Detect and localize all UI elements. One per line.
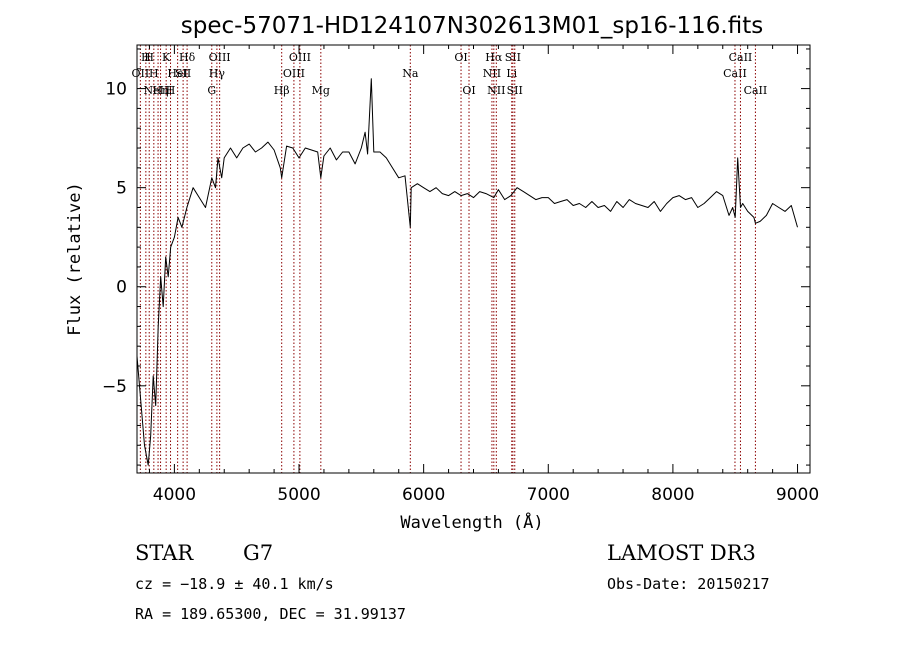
x-tick-label: 5000 xyxy=(277,485,320,505)
spectral-line-label: OII xyxy=(132,67,150,80)
spectral-line-label: Hγ xyxy=(209,67,226,80)
y-tick-label: −5 xyxy=(102,377,127,397)
spectral-line-label: NII xyxy=(483,67,501,80)
spectral-line-label: SII xyxy=(507,84,523,97)
spectral-line-label: K xyxy=(162,51,171,64)
spectral-line-label: NII xyxy=(487,84,505,97)
spectral-line-label: Li xyxy=(506,67,517,80)
spectral-line-label: Mg xyxy=(312,84,330,97)
spectral-line-label: Hα xyxy=(485,51,503,64)
spectral-line-label: CaII xyxy=(744,84,768,97)
spectral-line-label: OIII xyxy=(283,67,305,80)
spectral-line-label: CaII xyxy=(723,67,747,80)
y-tick-label: 0 xyxy=(116,278,127,298)
emission-line-markers: OIIHHHNeIIIHηKHHeISIIHδGHγOIIIHβOIIIOIII… xyxy=(132,45,768,473)
spectral-line-label: G xyxy=(207,84,216,97)
spectral-line-label: OI xyxy=(454,51,467,64)
x-tick-label: 9000 xyxy=(776,485,819,505)
spectral-line-label: CaII xyxy=(729,51,753,64)
sky-coordinates: RA = 189.65300, DEC = 31.99137 xyxy=(135,605,406,623)
object-class: STAR xyxy=(135,541,194,565)
spectral-line-label: SII xyxy=(175,67,191,80)
spectral-line-label: Hη xyxy=(152,84,168,97)
survey-name: LAMOST DR3 xyxy=(607,541,756,565)
x-tick-label: 8000 xyxy=(651,485,694,505)
spectral-line-label: H xyxy=(149,67,159,80)
spectral-line-label: Hδ xyxy=(179,51,196,64)
redshift-cz: cz = −18.9 ± 40.1 km/s xyxy=(135,575,334,593)
x-tick-label: 4000 xyxy=(153,485,196,505)
plot-frame xyxy=(136,44,811,474)
y-tick-label: 5 xyxy=(116,179,127,199)
x-tick-label: 6000 xyxy=(402,485,445,505)
spectral-line-label: OIII xyxy=(289,51,311,64)
axis-ticks: 4000 5000 6000 7000 8000 9000 −5 0 5 10 xyxy=(102,45,819,505)
spectral-line-label: OIII xyxy=(209,51,231,64)
spectral-line-label: Na xyxy=(402,67,419,80)
spectral-line-label: NeIII xyxy=(143,84,172,97)
y-tick-label: 10 xyxy=(105,80,127,100)
observation-date: Obs-Date: 20150217 xyxy=(607,575,770,593)
object-subclass: G7 xyxy=(243,541,273,565)
spectrum-series xyxy=(136,78,798,466)
y-axis-label: Flux (relative) xyxy=(65,182,85,336)
spectral-line-label: H xyxy=(166,84,176,97)
chart-title: spec-57071-HD124107N302613M01_sp16-116.f… xyxy=(181,13,763,39)
spectral-line-label: SII xyxy=(505,51,521,64)
spectrum-line xyxy=(136,78,798,466)
spectral-line-label: OI xyxy=(462,84,475,97)
spectral-line-label: H xyxy=(144,51,154,64)
x-tick-label: 7000 xyxy=(527,485,570,505)
spectral-line-label: H xyxy=(141,51,151,64)
spectral-line-label: Hβ xyxy=(274,84,290,97)
x-axis-label: Wavelength (Å) xyxy=(400,511,543,533)
